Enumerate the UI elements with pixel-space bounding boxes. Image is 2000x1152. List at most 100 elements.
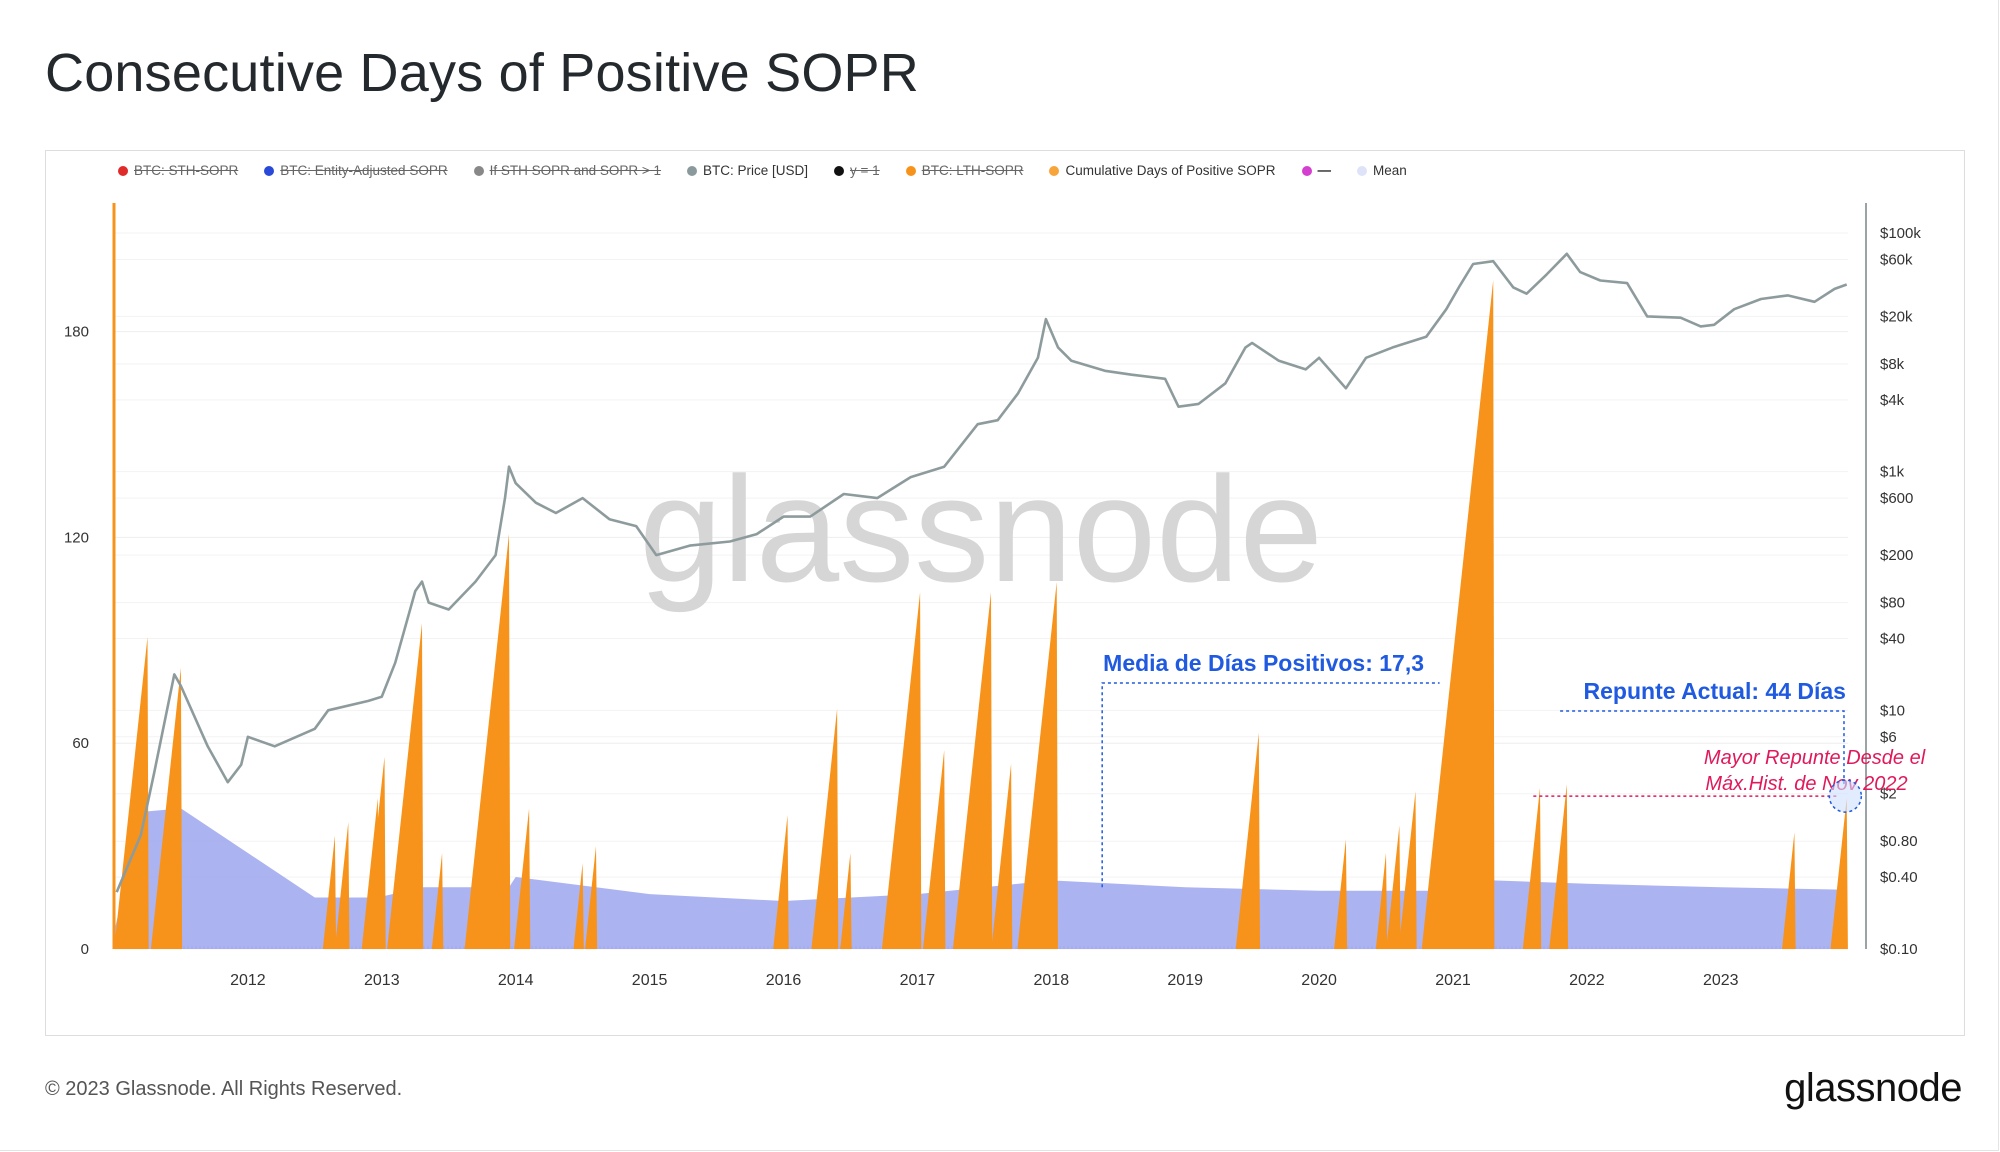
legend-item-0[interactable]: BTC: STH-SOPR <box>118 163 238 178</box>
watermark: glassnode <box>639 445 1323 613</box>
x-tick: 2017 <box>900 972 936 989</box>
legend-item-6[interactable]: Cumulative Days of Positive SOPR <box>1049 163 1276 178</box>
streak-peak-8 <box>464 534 511 949</box>
streak-peak-2 <box>322 835 337 949</box>
legend-label: BTC: Entity-Adjusted SOPR <box>280 163 448 178</box>
streak-peak-11 <box>585 846 598 949</box>
legend-swatch <box>264 165 275 176</box>
legend-label: y = 1 <box>850 163 880 178</box>
streak-peak-17 <box>952 592 993 949</box>
streak-peak-24 <box>1398 791 1417 949</box>
y-right-tick: $2 <box>1880 786 1897 803</box>
y-right-tick: $80 <box>1880 595 1905 612</box>
streak-peak-19 <box>1017 582 1058 949</box>
legend-swatch <box>834 165 845 176</box>
streak-peak-28 <box>1782 832 1796 949</box>
y-left-tick: 180 <box>64 324 89 341</box>
legend-swatch <box>905 165 916 176</box>
streak-peak-6 <box>387 623 424 949</box>
legend-swatch <box>118 165 128 176</box>
y-right-tick: $10 <box>1880 702 1905 719</box>
y-right-tick: $600 <box>1880 490 1913 507</box>
legend-item-1[interactable]: BTC: Entity-Adjusted SOPR <box>264 163 448 178</box>
y-right-tick: $8k <box>1880 356 1905 373</box>
streak-peak-16 <box>922 750 946 949</box>
legend-swatch <box>473 165 484 176</box>
streak-peak-25 <box>1421 280 1495 950</box>
x-tick: 2023 <box>1703 972 1739 989</box>
streak-peak-13 <box>811 708 839 949</box>
x-tick: 2016 <box>766 972 802 989</box>
y-left-tick: 120 <box>64 529 89 546</box>
y-right-tick: $0.40 <box>1880 869 1918 886</box>
legend-item-8[interactable]: Mean <box>1357 163 1407 178</box>
y-right-tick: $6 <box>1880 729 1897 746</box>
biggest-annotation-line1: Mayor Repunte Desde el <box>1704 747 1926 769</box>
page-title: Consecutive Days of Positive SOPR <box>45 43 919 103</box>
streak-peak-20 <box>1235 732 1260 949</box>
streak-peak-0 <box>114 636 149 949</box>
x-tick: 2021 <box>1435 972 1471 989</box>
streak-peak-3 <box>334 822 350 949</box>
y-left-tick: 60 <box>72 735 89 752</box>
legend-label: Cumulative Days of Positive SOPR <box>1065 163 1276 178</box>
current-annotation: Repunte Actual: 44 Días <box>1584 678 1846 704</box>
footer-logo: glassnode <box>1784 1066 1962 1110</box>
x-tick: 2019 <box>1167 972 1203 989</box>
current-annotation-line <box>1560 710 1845 787</box>
streak-peak-10 <box>573 863 584 949</box>
legend-swatch <box>1049 165 1060 176</box>
y-left-tick: 0 <box>81 941 89 958</box>
legend-label: BTC: LTH-SOPR <box>921 163 1024 178</box>
legend-label: Mean <box>1373 163 1407 178</box>
chart-legend: BTC: STH-SOPR BTC: Entity-Adjusted SOPR If… <box>118 163 1407 178</box>
y-right-tick: $20k <box>1880 308 1913 325</box>
streak-peak-12 <box>773 815 789 949</box>
y-right-tick: $60k <box>1880 251 1913 268</box>
streak-peak-29 <box>1830 798 1848 949</box>
legend-item-3[interactable]: BTC: Price [USD] <box>687 163 808 178</box>
legend-item-5[interactable]: BTC: LTH-SOPR <box>905 163 1024 178</box>
x-tick: 2022 <box>1569 972 1605 989</box>
streak-peak-15 <box>881 592 922 949</box>
y-right-tick: $100k <box>1880 225 1921 242</box>
legend-label: BTC: STH-SOPR <box>134 163 239 178</box>
streak-peak-21 <box>1334 839 1348 949</box>
legend-item-4[interactable]: y = 1 <box>834 163 880 178</box>
streak-peak-5 <box>363 756 386 949</box>
legend-item-2[interactable]: If STH SOPR and SOPR > 1 <box>473 163 661 178</box>
x-tick: 2020 <box>1301 972 1337 989</box>
legend-item-7[interactable]: — <box>1301 163 1332 178</box>
mean-annotation-line <box>1101 682 1440 888</box>
mean-annotation: Media de Días Positivos: 17,3 <box>1103 650 1424 676</box>
chart-panel: BTC: STH-SOPR BTC: Entity-Adjusted SOPR If… <box>45 150 1965 1036</box>
legend-label: — <box>1317 163 1332 178</box>
legend-swatch <box>1301 165 1312 176</box>
streak-peak-1 <box>150 667 183 949</box>
streak-peak-18 <box>991 763 1013 949</box>
y-right-tick: $0.10 <box>1880 941 1918 958</box>
current-highlight-circle <box>1828 779 1863 813</box>
streak-peak-9 <box>514 808 531 949</box>
chart-svg: glassnode 0 60 120 180 $100k $60k $20k $8k $4k $1k… <box>64 203 1926 989</box>
streak-peak-14 <box>840 853 852 949</box>
y-right-tick: $4k <box>1880 392 1905 409</box>
legend-swatch <box>1357 165 1368 176</box>
streak-peak-27 <box>1549 784 1568 949</box>
footer-copyright: © 2023 Glassnode. All Rights Reserved. <box>45 1078 403 1100</box>
y-right-tick: $1k <box>1880 464 1905 481</box>
x-tick: 2012 <box>230 972 266 989</box>
legend-label: BTC: Price [USD] <box>703 163 809 178</box>
y-right-tick: $40 <box>1880 630 1905 647</box>
price-line <box>115 252 1848 893</box>
streak-peak-22 <box>1375 853 1388 949</box>
legend-swatch <box>687 165 698 176</box>
streak-peak-26 <box>1522 787 1542 949</box>
x-tick: 2014 <box>498 972 534 989</box>
y-right-tick: $200 <box>1880 547 1913 564</box>
x-tick: 2018 <box>1034 972 1070 989</box>
streak-peak-23 <box>1386 825 1401 949</box>
streak-peak-7 <box>431 853 444 949</box>
biggest-annotation-line2: Máx.Hist. de Nov 2022 <box>1705 773 1907 795</box>
